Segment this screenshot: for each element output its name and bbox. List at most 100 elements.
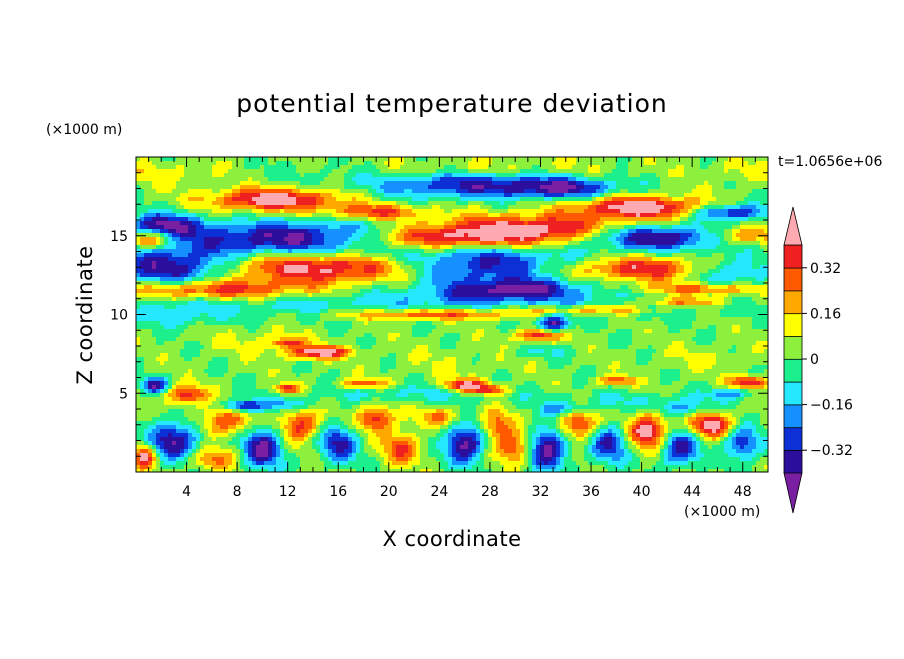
contour-cell: [544, 409, 561, 414]
contour-cell: [520, 253, 553, 258]
contour-cell: [648, 189, 693, 194]
contour-cell: [396, 201, 409, 206]
contour-cell: [504, 389, 513, 394]
contour-cell: [520, 217, 537, 222]
contour-cell: [764, 385, 768, 390]
contour-cell: [384, 241, 393, 246]
contour-cell: [324, 201, 369, 206]
contour-cell: [296, 385, 301, 390]
contour-cell: [244, 361, 249, 366]
contour-cell: [260, 325, 273, 330]
contour-cell: [592, 389, 629, 394]
contour-cell: [692, 325, 709, 330]
contour-cell: [628, 461, 641, 466]
contour-cell: [168, 389, 173, 394]
contour-cell: [204, 237, 225, 242]
contour-cell: [396, 221, 417, 226]
contour-cell: [640, 213, 657, 218]
contour-cell: [372, 209, 397, 214]
contour-cell: [208, 405, 225, 410]
contour-cell: [508, 209, 545, 214]
contour-cell: [172, 233, 181, 238]
contour-cell: [760, 433, 768, 438]
contour-cell: [244, 161, 269, 166]
contour-cell: [344, 385, 389, 390]
contour-cell: [504, 357, 545, 362]
contour-cell: [412, 349, 429, 354]
contour-cell: [708, 181, 725, 186]
contour-cell: [180, 237, 205, 242]
contour-cell: [320, 429, 325, 434]
contour-cell: [332, 361, 381, 366]
contour-cell: [640, 437, 653, 442]
contour-cell: [600, 229, 609, 234]
contour-cell: [756, 429, 768, 434]
contour-cell: [316, 449, 321, 454]
contour-cell: [176, 425, 193, 430]
contour-cell: [500, 461, 525, 466]
contour-cell: [500, 409, 509, 414]
contour-cell: [184, 329, 229, 334]
contour-cell: [732, 325, 741, 330]
contour-cell: [664, 405, 673, 410]
contour-cell: [472, 269, 529, 274]
contour-cell: [384, 269, 393, 274]
contour-cell: [580, 309, 597, 314]
contour-cell: [604, 221, 637, 226]
contour-cell: [572, 357, 637, 362]
contour-cell: [708, 269, 721, 274]
contour-cell: [672, 253, 697, 258]
contour-cell: [232, 437, 241, 442]
contour-cell: [612, 369, 617, 374]
contour-cell: [724, 381, 733, 386]
contour-cell: [608, 249, 649, 254]
contour-cell: [300, 445, 313, 450]
contour-cell: [204, 421, 213, 426]
contour-cell: [232, 273, 245, 278]
contour-cell: [164, 461, 177, 466]
contour-cell: [700, 273, 713, 278]
contour-cell: [588, 165, 601, 170]
colorbar-tick-label: −0.16: [810, 398, 853, 414]
contour-cell: [136, 313, 201, 318]
contour-cell: [256, 221, 289, 226]
contour-cell: [628, 173, 641, 178]
contour-cell: [576, 301, 585, 306]
contour-cell: [168, 241, 177, 246]
y-axis-title: Z coordinate: [73, 245, 97, 384]
contour-cell: [184, 437, 189, 442]
contour-cell: [468, 265, 481, 270]
contour-cell: [332, 193, 365, 198]
contour-cell: [352, 301, 397, 306]
contour-cell: [408, 229, 441, 234]
contour-cell: [444, 165, 457, 170]
contour-cell: [304, 341, 313, 346]
contour-cell: [680, 369, 693, 374]
contour-cell: [220, 393, 233, 398]
contour-cell: [300, 389, 305, 394]
contour-cell: [468, 373, 477, 378]
contour-cell: [576, 401, 589, 406]
contour-cell: [168, 201, 181, 206]
contour-cell: [220, 297, 233, 302]
contour-cell: [624, 425, 629, 430]
contour-cell: [564, 333, 573, 338]
contour-cell: [424, 265, 433, 270]
contour-cell: [680, 293, 693, 298]
contour-cell: [272, 441, 277, 446]
contour-cell: [552, 457, 557, 462]
contour-cell: [532, 457, 537, 462]
contour-cell: [352, 369, 365, 374]
contour-cell: [604, 433, 613, 438]
contour-cell: [244, 273, 273, 278]
contour-cell: [628, 293, 645, 298]
contour-cell: [564, 417, 573, 422]
contour-cell: [292, 445, 301, 450]
contour-cell: [324, 445, 329, 450]
contour-cell: [184, 457, 189, 462]
contour-cell: [696, 425, 701, 430]
contour-cell: [688, 453, 697, 458]
contour-cell: [184, 345, 205, 350]
contour-cell: [528, 349, 545, 354]
